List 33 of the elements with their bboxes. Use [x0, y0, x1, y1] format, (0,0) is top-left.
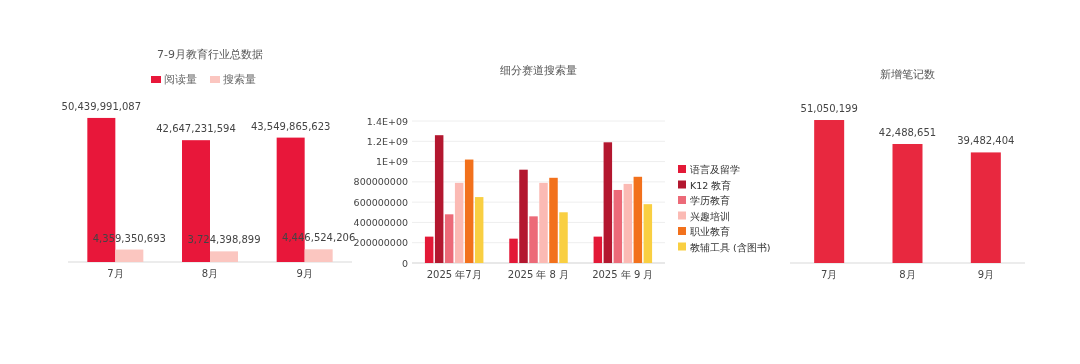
x-tick-label: 9月 — [296, 268, 313, 279]
legend-label: 兴趣培训 — [690, 210, 730, 222]
data-label: 42,647,231,594 — [156, 123, 236, 135]
chart-title: 7-9月教育行业总数据 — [157, 48, 263, 61]
data-label: 50,439,991,087 — [61, 100, 142, 112]
legend-label: 搜索量 — [223, 73, 256, 85]
chart-title: 新增笔记数 — [880, 68, 935, 81]
legend-label: 职业教育 — [690, 226, 730, 237]
x-tick-label: 9月 — [977, 269, 995, 280]
legend-label: 学历教育 — [690, 195, 730, 206]
data-label: 43,549,865,623 — [250, 120, 331, 132]
y-tick-label: 0 — [401, 257, 408, 269]
y-tick-label: 600000000 — [353, 196, 408, 208]
x-tick-label: 2025 年7月 — [426, 269, 482, 280]
legend-label: K12 教育 — [690, 179, 732, 191]
chart-title: 细分赛道搜索量 — [500, 64, 577, 77]
x-tick-label: 8月 — [201, 268, 219, 279]
y-tick-label: 800000000 — [353, 176, 408, 188]
legend-label: 教辅工具 (含图书) — [690, 241, 771, 253]
x-tick-label: 7月 — [820, 269, 838, 280]
x-tick-label: 2025 年 8 月 — [507, 269, 570, 280]
x-tick-label: 8月 — [899, 269, 916, 280]
y-tick-label: 400000000 — [353, 216, 408, 228]
data-label: 51,050,199 — [800, 103, 858, 115]
y-tick-label: 1E+09 — [375, 156, 408, 168]
legend-label: 语言及留学 — [690, 164, 740, 175]
x-tick-label: 2025 年 9 月 — [592, 269, 654, 280]
legend-label: 阅读量 — [164, 73, 197, 85]
data-label: 42,488,651 — [878, 127, 937, 138]
data-label: 39,482,404 — [957, 135, 1015, 147]
y-tick-label: 1.4E+09 — [366, 115, 408, 127]
y-tick-label: 1.2E+09 — [366, 135, 408, 147]
x-tick-label: 7月 — [107, 268, 124, 279]
